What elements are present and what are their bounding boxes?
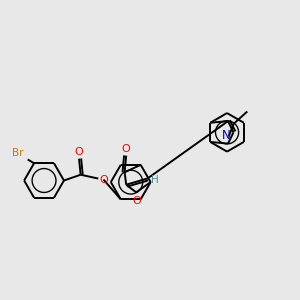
Text: O: O — [122, 144, 130, 154]
Text: O: O — [75, 147, 83, 157]
Text: O: O — [99, 175, 108, 185]
Text: Br: Br — [12, 148, 24, 158]
Text: N: N — [222, 129, 231, 142]
Text: O: O — [132, 196, 141, 206]
Text: H: H — [151, 175, 159, 185]
